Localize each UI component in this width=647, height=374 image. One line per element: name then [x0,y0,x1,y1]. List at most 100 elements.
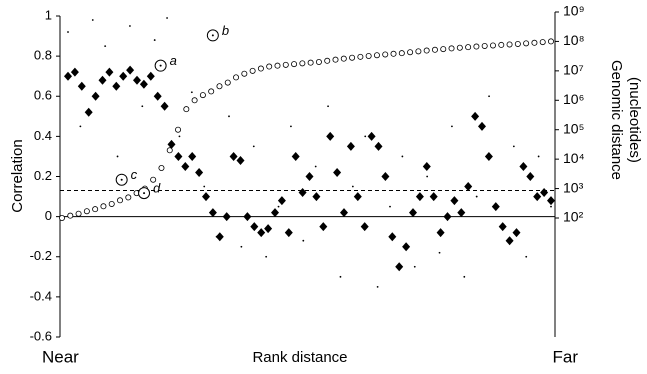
dot-point [376,285,379,288]
dot-point [426,175,429,178]
correlation-point [409,208,417,218]
distance-point [440,46,447,53]
correlation-point [422,161,431,171]
dot-point [537,155,540,158]
correlation-point [126,65,135,75]
dot-point [290,125,292,128]
correlation-point [464,182,473,192]
distance-point [307,59,314,66]
correlation-point [77,81,86,91]
correlation-point [277,196,286,206]
y2-tick-label: 10⁷ [563,62,584,78]
correlation-point [450,196,459,206]
y2-tick-label: 10⁶ [563,91,584,107]
dot-point [475,195,478,198]
correlation-point [91,91,100,101]
correlation-point [105,67,114,77]
dot-point [314,165,317,168]
y-tick-label: 0.4 [34,128,52,143]
distance-point [299,60,306,67]
distance-point [216,83,223,90]
distance-point [83,208,90,215]
dot-point [104,45,107,47]
distance-point [274,62,281,69]
dot-point [302,239,305,242]
dot-point [488,95,490,98]
y2-tick-label: 10⁹ [563,3,585,19]
dot-point [153,39,156,41]
correlation-point [229,151,238,161]
distance-point [291,61,298,68]
distance-point [415,48,422,55]
correlation-point [264,224,273,234]
dot-point [550,205,552,208]
annotation-dot [159,64,162,67]
correlation-point [491,202,500,212]
correlation-point [236,155,245,165]
dot-point [327,105,329,108]
distance-point [266,63,273,70]
correlation-point [519,161,528,171]
distance-point [531,39,538,46]
correlation-point [505,236,514,246]
y2-tick-label: 10² [563,209,584,225]
y-tick-label: -0.4 [30,288,52,303]
correlation-point [98,75,107,85]
dot-point [277,205,280,208]
annotation-label: c [131,167,138,182]
correlation-point [526,172,535,181]
dot-point [364,135,367,138]
correlation-point [367,131,376,141]
dot-point [512,145,515,148]
annotation-label: d [153,181,161,196]
y2-tick-label: 10³ [563,179,584,195]
y-tick-label: 0 [45,208,52,223]
distance-point [150,176,157,183]
distance-point [324,57,331,64]
distance-point [498,41,505,48]
distance-point [431,46,438,53]
correlation-point [112,81,121,91]
distance-point [100,203,107,210]
distance-point [548,38,555,45]
dot-point [265,255,268,258]
annotation-dot [120,178,123,181]
dot-point [339,275,342,278]
correlation-point [319,222,328,232]
correlation-point [512,228,521,238]
correlation-point [540,188,549,198]
dot-point [351,185,354,188]
distance-point [481,42,488,49]
distance-point [407,49,414,56]
distance-point [448,45,455,52]
correlation-point [415,192,424,202]
correlation-point [312,192,321,202]
correlation-point [533,192,542,202]
annotation-label: b [222,23,229,38]
y2-tick-label: 10⁸ [563,32,585,48]
distance-point [67,212,74,219]
distance-point [224,79,231,86]
distance-point [166,147,173,154]
correlation-point [326,131,335,141]
correlation-point [284,228,293,238]
annotation-dot [211,34,214,37]
distance-point [183,106,190,113]
distance-point [199,92,206,99]
distance-point [423,47,430,54]
correlation-point [340,208,348,218]
correlation-point [547,196,555,206]
correlation-point [374,141,383,151]
distance-point [59,214,66,221]
distance-point [175,126,182,133]
correlation-point [471,111,480,121]
dot-point [203,185,206,188]
distance-point [357,53,364,60]
dot-point [116,155,119,158]
dot-point [141,105,144,108]
y-tick-label: -0.2 [30,248,52,263]
dot-point [438,251,441,254]
y2-tick-label: 10⁴ [563,150,585,166]
correlation-point [388,232,397,242]
distance-point [332,56,339,63]
